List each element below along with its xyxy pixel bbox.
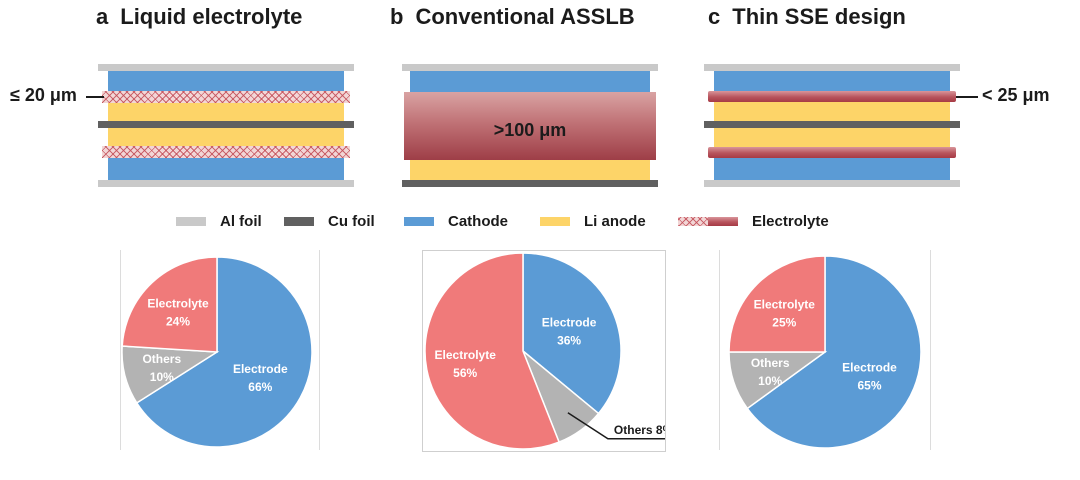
li-anode-layer: [714, 128, 950, 147]
electrolyte-thickness-label: < 25 μm: [982, 85, 1050, 105]
cathode-layer: [410, 71, 650, 95]
pie-value-others: 10%: [758, 374, 782, 388]
electrolyte-thickness-label: ≤ 20 μm: [10, 85, 77, 105]
pie-label-electrode: Electrode: [233, 362, 288, 376]
li-anode-layer: [108, 128, 344, 146]
cathode-layer: [714, 158, 950, 180]
li-anode-layer: [108, 103, 344, 121]
pie-label-others: Others 8%: [614, 423, 665, 437]
electrolyte-layer: [102, 91, 350, 103]
al-foil-swatch: [176, 217, 206, 226]
electrolyte-thickness-label: >100 μm: [493, 120, 567, 140]
cathode-layer: [108, 158, 344, 180]
liquid-electrolyte-cell-stack: [98, 64, 354, 188]
al-foil-layer: [98, 64, 354, 71]
pie-label-electrolyte: Electrolyte: [435, 348, 497, 362]
panel-c-title-text: Thin SSE design: [732, 4, 906, 29]
thin-solid-electrolyte-layer: [708, 91, 956, 102]
legend-item-electrolyte: Electrolyte: [678, 213, 829, 230]
legend-label-cu-foil: Cu foil: [328, 213, 375, 230]
li-anode-layer: [410, 160, 650, 180]
legend-item-cu-foil: Cu foil: [284, 213, 375, 230]
legend: Al foil Cu foil Cathode Li anode Electro…: [0, 213, 1080, 233]
legend-item-al-foil: Al foil: [176, 213, 262, 230]
pie-slice-electrode: [135, 256, 313, 448]
pie-slice-electrolyte: [424, 252, 561, 450]
li-anode-layer: [714, 102, 950, 121]
pie-frame-b: Electrode 36% Others 8% Electrolyte 56%: [422, 250, 708, 452]
cu-foil-layer: [402, 180, 658, 187]
pie-value-electrode: 65%: [857, 379, 881, 393]
al-foil-layer: [704, 180, 960, 187]
li-anode-swatch: [540, 217, 570, 226]
panel-b-title-text: Conventional ASSLB: [415, 4, 635, 29]
pie-slice-electrolyte: [728, 255, 826, 353]
panel-c-title: c Thin SSE design: [708, 4, 906, 30]
al-foil-layer: [704, 64, 960, 71]
panel-a-letter: a: [96, 4, 109, 29]
pie-label-others: Others: [142, 352, 181, 366]
electrolyte-layer: [102, 146, 350, 158]
panel-b-title: b Conventional ASSLB: [390, 4, 635, 30]
thin-solid-electrolyte-layer: [708, 147, 956, 158]
pie-frame-a: Electrode 66% Others 10% Electrolyte 24%: [120, 250, 320, 450]
legend-label-cathode: Cathode: [448, 213, 508, 230]
pie-slice-electrode: [522, 252, 622, 415]
liquid-electrolyte-swatch: [678, 217, 708, 226]
cathode-swatch: [404, 217, 434, 226]
cathode-layer: [714, 71, 950, 93]
pie-label-electrolyte: Electrolyte: [754, 297, 816, 311]
cu-foil-layer: [704, 121, 960, 128]
legend-label-li-anode: Li anode: [584, 213, 646, 230]
legend-item-cathode: Cathode: [404, 213, 508, 230]
legend-label-electrolyte: Electrolyte: [752, 213, 829, 230]
thick-solid-electrolyte-layer: >100 μm: [404, 92, 656, 160]
pie-slice-electrode: [746, 255, 922, 449]
pie-value-electrode: 66%: [248, 380, 272, 394]
pie-chart-liquid-electrolyte: Electrode 66% Others 10% Electrolyte 24%: [121, 256, 313, 448]
panel-a-title-text: Liquid electrolyte: [120, 4, 303, 29]
legend-item-li-anode: Li anode: [540, 213, 646, 230]
pie-label-others: Others: [751, 356, 790, 370]
pie-label-electrode: Electrode: [842, 361, 897, 375]
pie-value-electrode: 36%: [557, 333, 581, 347]
solid-electrolyte-swatch: [708, 217, 738, 226]
pie-chart-conventional-asslb: Electrode 36% Others 8% Electrolyte 56%: [424, 252, 708, 450]
conventional-asslb-cell-stack: >100 μm: [402, 64, 658, 188]
thickness-leader-line: [956, 96, 978, 98]
panel-a-title: a Liquid electrolyte: [96, 4, 302, 30]
cu-foil-layer: [98, 121, 354, 128]
pie-chart-thin-sse: Electrode 65% Others 10% Electrolyte 25%: [728, 255, 922, 449]
pie-frame-c: Electrode 65% Others 10% Electrolyte 25%: [719, 250, 931, 450]
pie-slice-electrolyte: [121, 256, 218, 353]
cu-foil-swatch: [284, 217, 314, 226]
panel-b-letter: b: [390, 4, 404, 29]
thin-sse-cell-stack: [704, 64, 960, 188]
pie-value-electrolyte: 56%: [453, 366, 477, 380]
thickness-leader-line: [86, 96, 104, 98]
al-foil-layer: [402, 64, 658, 71]
pie-label-electrolyte: Electrolyte: [147, 296, 209, 310]
pie-value-others: 10%: [150, 370, 174, 384]
pie-value-electrolyte: 25%: [772, 315, 796, 329]
al-foil-layer: [98, 180, 354, 187]
pie-label-electrode: Electrode: [542, 315, 597, 329]
legend-label-al-foil: Al foil: [220, 213, 262, 230]
panel-c-letter: c: [708, 4, 721, 29]
pie-value-electrolyte: 24%: [166, 314, 190, 328]
